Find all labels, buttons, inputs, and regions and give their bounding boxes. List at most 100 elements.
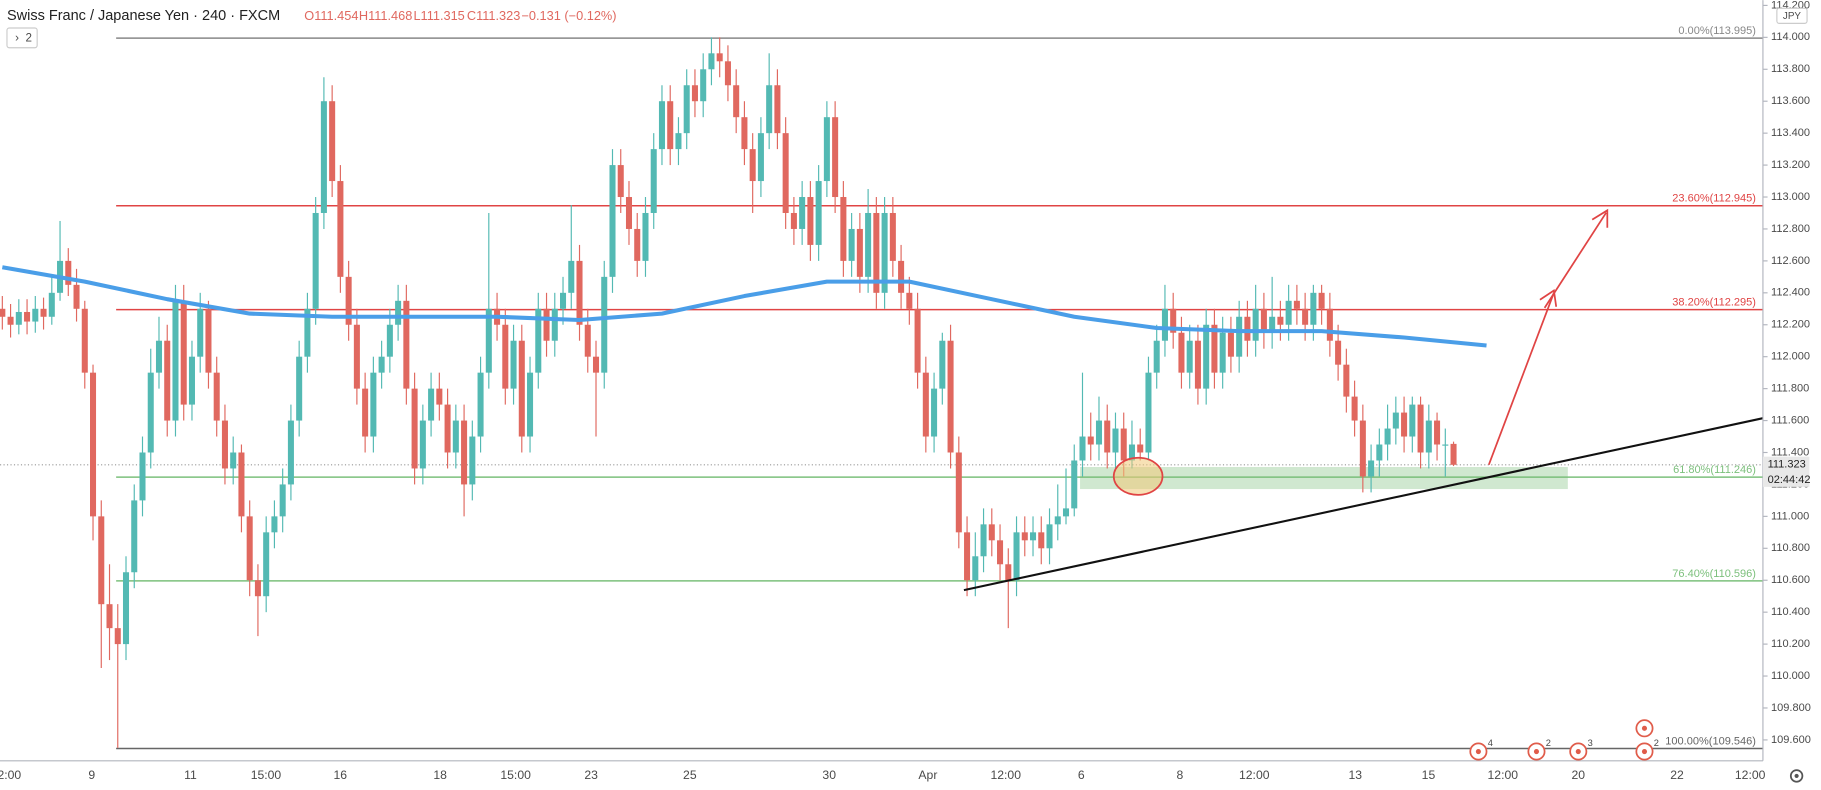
- candle-body: [757, 133, 764, 182]
- candle-body: [312, 212, 319, 309]
- candle-body: [419, 420, 426, 469]
- x-tick-label: 22: [1670, 768, 1684, 782]
- price-axis: [1762, 0, 1821, 790]
- arrow: [1543, 212, 1607, 309]
- candle-body: [296, 356, 303, 421]
- candle-body: [1194, 340, 1201, 389]
- fib-label: 38.20%(112.295): [1672, 297, 1756, 309]
- candle-body: [708, 53, 715, 70]
- candle-body: [411, 388, 418, 469]
- y-tick-label: 110.600: [1771, 574, 1810, 586]
- candle-body: [823, 117, 830, 182]
- candle-body: [1343, 364, 1350, 397]
- candle-body: [98, 516, 105, 605]
- last-price-label: 111.323: [1768, 459, 1806, 471]
- currency: JPY: [1783, 11, 1802, 22]
- candle-body: [1450, 443, 1457, 465]
- candle-body: [180, 300, 187, 405]
- candle-body: [914, 308, 921, 373]
- candle-body: [1178, 332, 1185, 373]
- candle-body: [32, 308, 39, 322]
- candle-body: [1079, 436, 1086, 461]
- gear[interactable]: [1789, 769, 1804, 783]
- arrow: [1488, 292, 1555, 465]
- candle-body: [1170, 308, 1177, 333]
- candle-body: [362, 388, 369, 437]
- fib-label: 23.60%(112.945): [1672, 193, 1756, 205]
- y-tick-label: 111.000: [1771, 510, 1809, 522]
- x-tick-label: 8: [1177, 768, 1184, 782]
- candle-body: [1417, 404, 1424, 453]
- fib-label: 0.00%(113.995): [1678, 25, 1756, 37]
- candle-body: [461, 420, 468, 485]
- currency-box: [1776, 7, 1808, 24]
- candle-body: [774, 85, 781, 134]
- candle-body: [73, 284, 80, 309]
- x-tick-label: 15:00: [500, 768, 531, 782]
- candle-body: [675, 133, 682, 150]
- candle-body: [832, 117, 839, 198]
- candle-body: [576, 260, 583, 325]
- indicator-toggle[interactable]: [6, 27, 38, 49]
- event-dot: [1641, 725, 1648, 731]
- y-tick-label: 111.600: [1771, 414, 1809, 426]
- x-tick-label: 12:00: [1735, 768, 1766, 782]
- candle-body: [873, 212, 880, 293]
- gear-hub[interactable]: [1794, 773, 1799, 779]
- candle-body: [1434, 420, 1441, 445]
- y-tick-label: 112.200: [1771, 319, 1810, 331]
- candle-body: [988, 524, 995, 541]
- candle-body: [477, 372, 484, 437]
- candle-body: [1153, 340, 1160, 373]
- candle-body: [1252, 308, 1259, 341]
- candle-body: [469, 436, 476, 485]
- candle-body: [444, 404, 451, 453]
- candle-body: [1161, 308, 1168, 341]
- candle-body: [543, 308, 550, 341]
- candle-body: [1351, 396, 1358, 421]
- highlight-circle: [1112, 456, 1164, 496]
- candle-body: [560, 292, 567, 309]
- candle-body: [122, 572, 130, 645]
- candle-body: [625, 197, 633, 229]
- y-tick-label: 110.800: [1771, 542, 1810, 554]
- candle-body: [1376, 444, 1383, 461]
- fib-label: 100.00%(109.546): [1665, 735, 1756, 747]
- candle-body: [386, 324, 393, 357]
- candle-body: [964, 532, 971, 581]
- settings-icon[interactable]: [1789, 769, 1804, 783]
- candle-body: [1368, 460, 1375, 477]
- candle-body: [254, 580, 261, 597]
- candle-body: [601, 276, 608, 373]
- event-dot: [1641, 748, 1648, 755]
- candle-body: [889, 212, 896, 261]
- candle-body: [1021, 532, 1028, 541]
- y-tick-label: 111.800: [1771, 383, 1809, 395]
- candle-body: [1310, 292, 1317, 325]
- x-tick-label: 23: [584, 768, 598, 782]
- candle-body: [691, 85, 698, 102]
- y-tick-label: 111.400: [1771, 446, 1809, 458]
- y-tick-label: 109.800: [1771, 702, 1811, 714]
- candle-body: [1326, 308, 1333, 341]
- candle-body: [131, 500, 138, 573]
- candle-body: [147, 372, 154, 453]
- candle-body: [807, 197, 814, 245]
- candle-body: [1227, 332, 1234, 357]
- candle-body: [1211, 324, 1218, 373]
- candle-body: [1392, 412, 1399, 429]
- candle-body: [1038, 532, 1045, 549]
- candle-body: [238, 452, 245, 517]
- ohlc-value: O111.454: [304, 8, 358, 23]
- ohlc-value: −0.131 (−0.12%): [521, 8, 616, 23]
- candle-body: [749, 149, 756, 182]
- candle-body: [213, 372, 220, 421]
- candle-body: [1277, 316, 1284, 325]
- candle-body: [188, 356, 195, 405]
- candle-body: [1005, 564, 1012, 581]
- candle-body: [40, 308, 47, 317]
- candle-body: [741, 117, 748, 150]
- candle-body: [403, 300, 410, 389]
- candle-body: [667, 101, 674, 150]
- candle-body: [81, 308, 88, 373]
